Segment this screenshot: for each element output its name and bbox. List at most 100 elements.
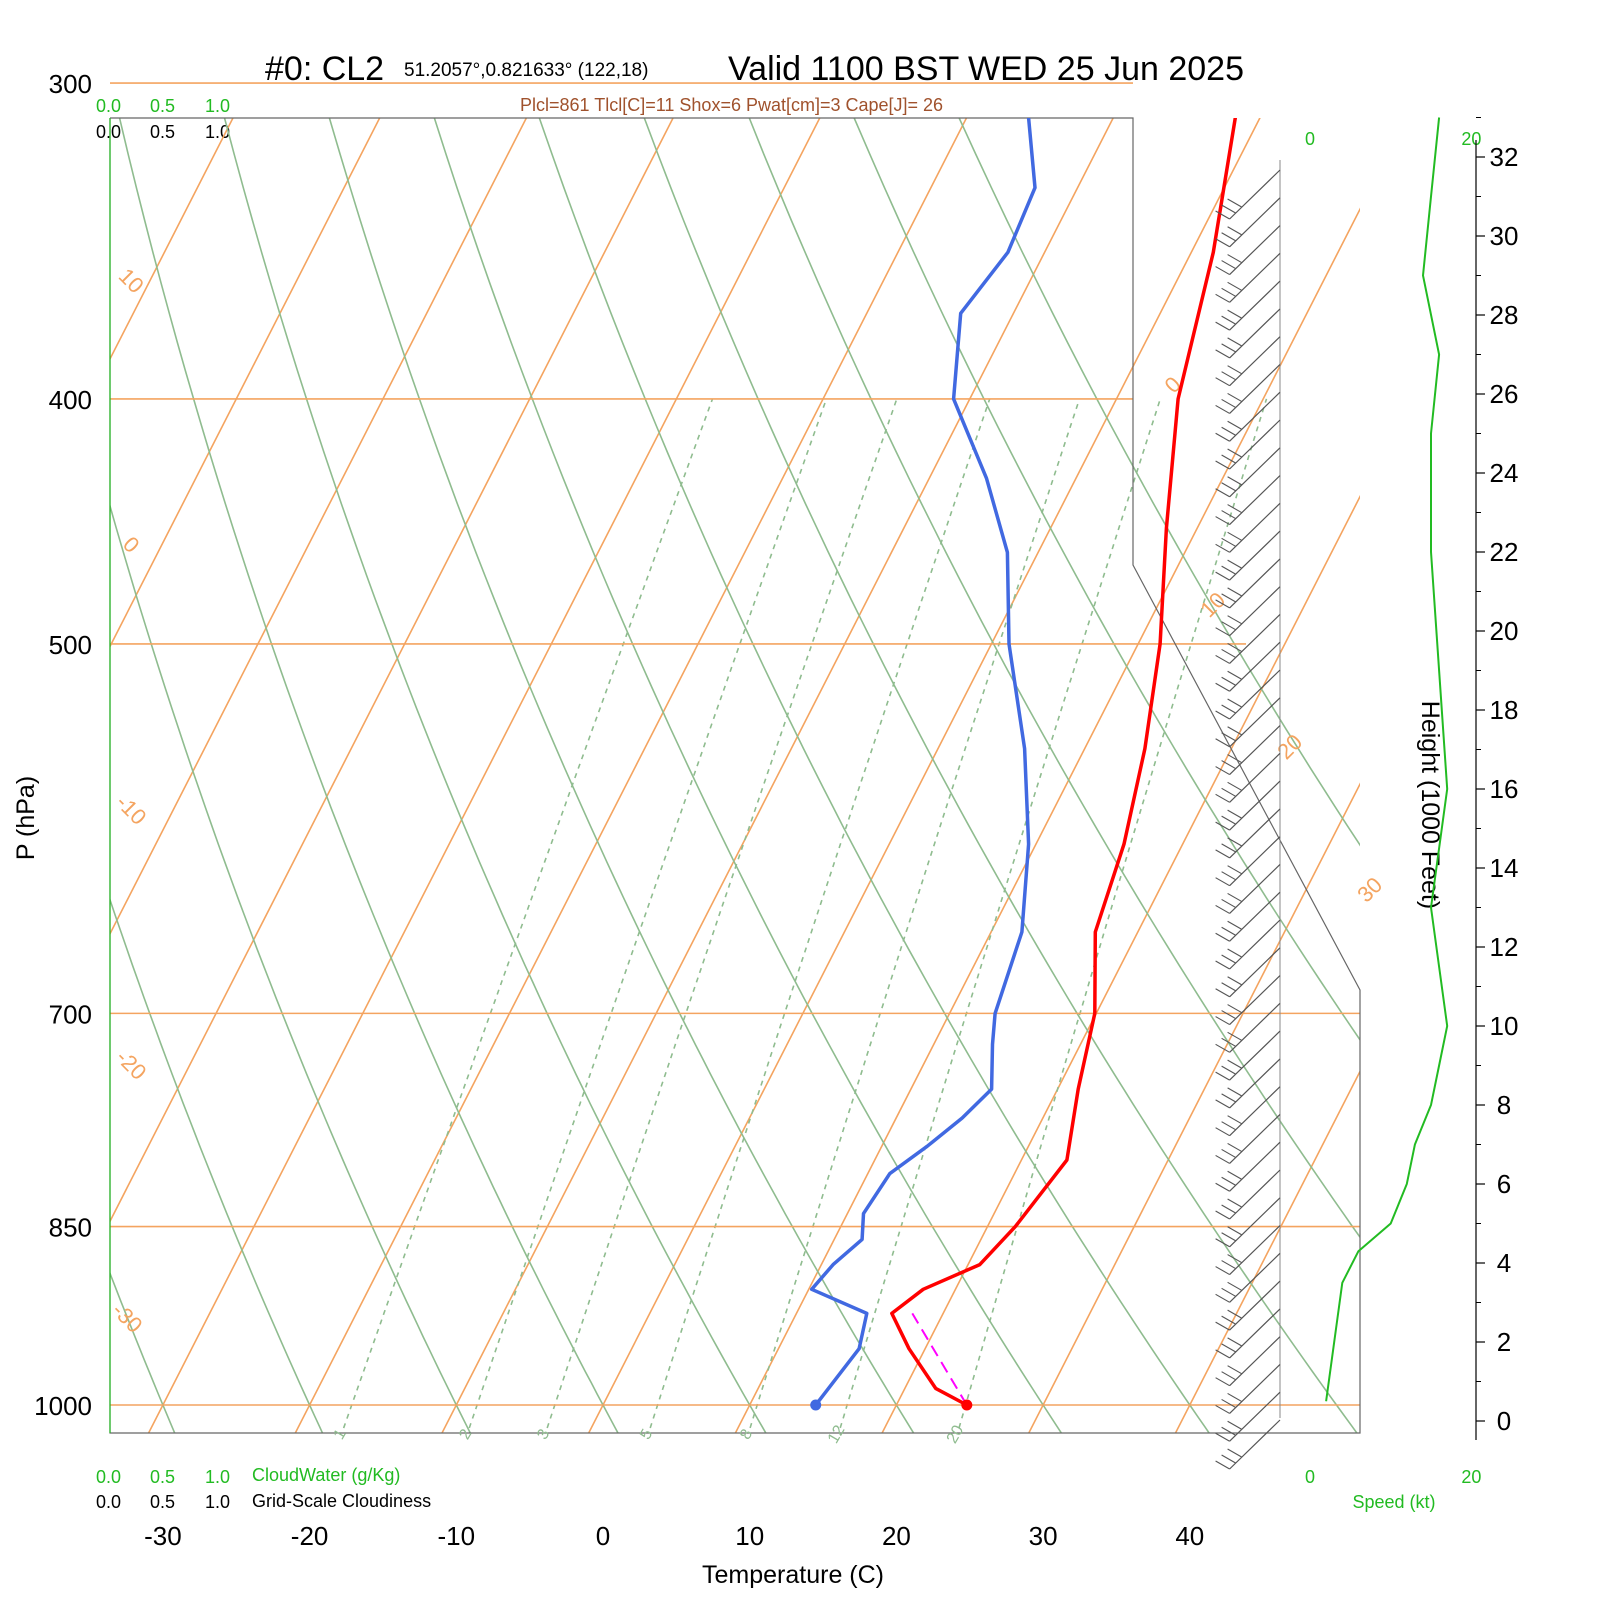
- wind-barb-41: [1229, 1308, 1281, 1359]
- height-tick-9: 18: [1490, 695, 1519, 725]
- wind-barb-8: [1229, 391, 1281, 442]
- wind-barb-26-flag-2: [1227, 920, 1242, 930]
- wind-barb-30: [1229, 1002, 1281, 1053]
- height-tick-0: 0: [1497, 1406, 1511, 1436]
- wind-barb-13-flag-0: [1215, 571, 1230, 581]
- mixing-ratio-line-2: [544, 398, 898, 1433]
- temperature-ticks: -30 -20 -10 0 10 20 30 40: [144, 1521, 1204, 1551]
- wind-barb-41-flag-0: [1215, 1349, 1230, 1359]
- pressure-tick-850: 850: [49, 1213, 92, 1243]
- height-tick-10: 20: [1490, 616, 1519, 646]
- wind-barb-28-flag-0: [1215, 988, 1230, 998]
- wind-barb-30-flag-1: [1221, 1037, 1236, 1047]
- height-tick-6: 12: [1490, 932, 1519, 962]
- mixing-ratio-line-3: [647, 398, 991, 1433]
- temperature-tick-3: 0: [596, 1521, 610, 1551]
- wind-barb-21-flag-1: [1221, 787, 1236, 797]
- wind-barb-7-flag-0: [1215, 404, 1230, 414]
- wind-barb-10-flag-0: [1215, 488, 1230, 498]
- wind-barb-23-flag-1: [1221, 843, 1236, 853]
- wind-barb-2: [1229, 225, 1281, 275]
- wind-barb-5-flag-1: [1221, 343, 1236, 353]
- wind-barb-24: [1229, 836, 1281, 887]
- temperature-line: [890, 118, 1238, 1407]
- wind-barb-42-flag-2: [1227, 1365, 1242, 1375]
- wind-barb-3-flag-2: [1227, 281, 1242, 291]
- isotherm-line-4: [110, 118, 234, 361]
- plot-frame: [109, 117, 1361, 1434]
- wind-barb-37: [1229, 1197, 1281, 1248]
- wind-barb-24-flag-2: [1227, 865, 1242, 875]
- wind-barb-24-flag-1: [1221, 871, 1236, 881]
- wind-barb-10: [1229, 447, 1281, 498]
- wind-barb-34-flag-1: [1221, 1148, 1236, 1158]
- wind-barb-12: [1229, 502, 1281, 553]
- wind-barb-43-flag-2: [1227, 1392, 1242, 1402]
- wind-barb-1: [1229, 197, 1281, 248]
- isotherm-line-6: [110, 118, 528, 936]
- wind-barb-4-flag-2: [1227, 309, 1242, 319]
- isotherm-line-5: [110, 118, 381, 649]
- wind-barb-25-flag-0: [1215, 904, 1230, 914]
- dewpoint-line: [809, 118, 1037, 1407]
- wind-barb-40-flag-2: [1227, 1309, 1242, 1319]
- wind-barb-7-flag-1: [1221, 398, 1236, 408]
- dry-adiabat-line-4: [223, 118, 767, 1433]
- wind-barb-35-flag-2: [1227, 1170, 1242, 1180]
- wind-barb-0-flag-0: [1215, 210, 1230, 220]
- wind-barb-43-flag-0: [1215, 1404, 1230, 1414]
- wind-barb-12-flag-0: [1215, 543, 1230, 553]
- wind-barb-7-flag-2: [1227, 392, 1242, 402]
- wind-barb-32-flag-0: [1215, 1099, 1230, 1109]
- height-tick-13: 26: [1490, 379, 1519, 409]
- dry-adiabat-line-10: [853, 118, 1360, 1042]
- wind-barb-19-flag-1: [1221, 732, 1236, 742]
- wind-speed-panel: 00202040406060: [1305, 117, 1481, 1487]
- sounding-profiles: [809, 118, 1238, 1411]
- speed-tick-top-1: 20: [1461, 129, 1481, 149]
- wind-barb-17-flag-1: [1221, 676, 1236, 686]
- wind-barb-22-flag-0: [1215, 821, 1230, 831]
- mixing-ratio-line-0: [341, 398, 714, 1433]
- wind-barb-0: [1229, 169, 1281, 220]
- wind-barb-32-flag-1: [1221, 1093, 1236, 1103]
- dry-adiabat-line-9: [748, 118, 1360, 1239]
- wind-barb-16: [1229, 614, 1281, 664]
- wind-barb-39-flag-1: [1221, 1287, 1236, 1297]
- temperature-tick-2: -10: [438, 1521, 476, 1551]
- cloud-black-bottom-1: 0.5: [150, 1492, 175, 1512]
- wind-barb-21-flag-2: [1227, 781, 1242, 791]
- isotherm-line-9: [294, 118, 968, 1433]
- cloud-green-bottom-0: 0.0: [96, 1467, 121, 1487]
- wind-barb-17: [1229, 641, 1281, 692]
- wind-barb-43: [1229, 1364, 1281, 1414]
- cloudwater-label: CloudWater (g/Kg): [252, 1465, 400, 1485]
- wind-barb-19-flag-0: [1215, 738, 1230, 748]
- isotherm-line-3: [0, 0, 206, 1459]
- mixing-ratio-line-4: [747, 398, 1081, 1433]
- wind-barb-27-flag-1: [1221, 954, 1236, 964]
- wind-barb-17-flag-2: [1227, 670, 1242, 680]
- wind-speed-line: [1325, 117, 1449, 1402]
- wind-barb-23-flag-2: [1227, 837, 1242, 847]
- wind-barb-1-flag-1: [1221, 232, 1236, 242]
- height-tick-16: 32: [1490, 142, 1519, 172]
- temperature-tick-6: 30: [1029, 1521, 1058, 1551]
- dry-adiabat-line-3: [118, 118, 619, 1433]
- wind-barb-26: [1229, 891, 1281, 942]
- wind-barb-12-flag-2: [1227, 531, 1242, 541]
- mixing-ratio-label-6: 20: [944, 1422, 968, 1446]
- wind-barb-8-flag-1: [1221, 426, 1236, 436]
- plot-border: [109, 117, 1361, 1434]
- wind-barb-27-flag-2: [1227, 948, 1242, 958]
- wind-barb-4-flag-0: [1215, 321, 1230, 331]
- wind-barb-9: [1229, 419, 1281, 470]
- wind-barb-42-flag-0: [1215, 1377, 1230, 1387]
- surface-dewpoint-point: [810, 1399, 822, 1411]
- wind-barb-3-flag-1: [1221, 287, 1236, 297]
- wind-barb-39-flag-2: [1227, 1281, 1242, 1291]
- wind-barb-35: [1229, 1141, 1281, 1192]
- cloud-green-bottom-2: 1.0: [205, 1467, 230, 1487]
- isotherm-label-left-1: 0: [118, 532, 144, 558]
